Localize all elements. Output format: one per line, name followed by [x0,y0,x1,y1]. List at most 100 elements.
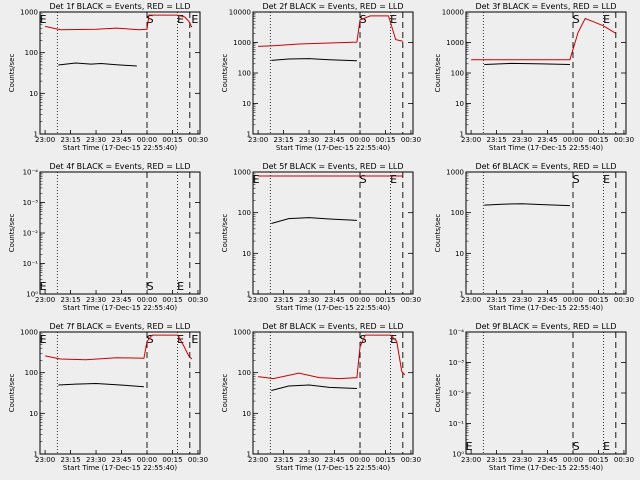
x-tick-label: 00:00 [137,456,157,464]
event-marker: S [573,13,580,26]
panel-2: Det 2f BLACK = Events, RED = LLD 1 10 100 10… [221,2,421,152]
events-series-line [484,203,570,207]
x-tick-label: 00:15 [375,456,395,464]
x-tick-label: 23:00 [248,296,268,304]
x-tick-label: 00:00 [563,296,583,304]
x-tick-label: 23:30 [86,296,106,304]
x-tick-label: 23:15 [60,456,80,464]
lld-series-line [258,334,406,380]
y-tick-label: 10⁻⁴ [23,169,39,177]
y-tick-label: 10⁻² [449,390,465,398]
y-tick-label: 10⁻³ [23,199,39,207]
x-tick-label: 23:45 [111,296,131,304]
x-tick-label: 23:15 [60,296,80,304]
x-tick-label: 23:00 [461,296,481,304]
events-series-line [58,382,144,388]
x-tick-label: 00:00 [350,456,370,464]
event-marker: S [147,280,154,293]
y-axis-label: Counts/sec [434,54,442,93]
y-tick-label: 10 [455,250,464,258]
y-tick-label: 10⁻¹ [23,260,39,268]
event-marker: E [40,13,47,26]
y-axis-label: Counts/sec [8,214,16,253]
y-tick-label: 1000 [446,169,464,177]
event-marker: E [603,13,610,26]
y-tick-label: 100 [451,70,464,78]
x-tick-label: 00:00 [563,456,583,464]
plot-frame [465,11,627,135]
events-series-line [484,62,570,65]
panel-1: Det 1f BLACK = Events, RED = LLD 1 10 100 10… [8,2,208,152]
y-tick-label: 10⁻³ [449,359,465,367]
event-marker: S [147,13,154,26]
y-tick-label: 1 [247,291,251,299]
x-tick-label: 23:30 [512,296,532,304]
y-tick-label: 10⁰ [452,451,464,459]
panel-4: Det 4f BLACK = Events, RED = LLD 10⁰ 10⁻¹ 1… [8,162,208,312]
plot-frame [39,331,201,455]
x-tick-label: 23:15 [486,456,506,464]
event-marker: E [390,13,397,26]
y-axis-label: Counts/sec [221,214,229,253]
x-axis-label: Start Time (17-Dec-15 22:55:40) [63,464,177,472]
panel-6: Det 6f BLACK = Events, RED = LLD 1 10 100 10… [434,162,634,312]
y-tick-label: 1 [460,131,464,139]
plot-frame [39,171,201,295]
events-series-line [271,384,357,391]
panel-title: Det 9f BLACK = Events, RED = LLD [475,322,616,331]
x-axis-label: Start Time (17-Dec-15 22:55:40) [489,304,603,312]
x-tick-label: 00:30 [614,136,634,144]
event-marker: E [177,280,184,293]
y-tick-label: 10⁻² [23,230,39,238]
y-tick-label: 100 [238,369,251,377]
x-tick-label: 23:30 [86,136,106,144]
x-tick-label: 23:30 [86,456,106,464]
y-tick-label: 1000 [20,9,38,17]
x-tick-label: 23:00 [35,456,55,464]
events-series-line [271,58,357,62]
panel-9: Det 9f BLACK = Events, RED = LLD 10⁰ 10⁻¹ 1… [434,322,634,472]
y-axis-label: Counts/sec [221,54,229,93]
x-tick-label: 00:15 [375,136,395,144]
x-tick-label: 00:30 [188,456,208,464]
x-tick-label: 23:30 [299,136,319,144]
event-marker: S [147,333,154,346]
x-axis-label: Start Time (17-Dec-15 22:55:40) [276,144,390,152]
x-axis-label: Start Time (17-Dec-15 22:55:40) [276,304,390,312]
y-tick-label: 10 [242,100,251,108]
event-marker: E [40,280,47,293]
x-tick-label: 00:30 [614,296,634,304]
y-tick-label: 1 [34,451,38,459]
x-tick-label: 00:30 [401,456,421,464]
x-tick-label: 23:00 [35,136,55,144]
x-tick-label: 00:30 [188,296,208,304]
y-tick-label: 1 [460,291,464,299]
event-marker: S [573,173,580,186]
panel-title: Det 6f BLACK = Events, RED = LLD [475,162,616,171]
panel-title: Det 1f BLACK = Events, RED = LLD [49,2,190,11]
x-tick-label: 23:15 [60,136,80,144]
panel-3: Det 3f BLACK = Events, RED = LLD 1 10 100 10… [434,2,634,152]
y-tick-label: 1000 [233,169,251,177]
event-marker: E [466,440,473,453]
y-tick-label: 10 [242,250,251,258]
x-tick-label: 23:45 [537,136,557,144]
panel-title: Det 2f BLACK = Events, RED = LLD [262,2,403,11]
lld-series-line [258,15,403,47]
y-tick-label: 10 [29,410,38,418]
x-tick-label: 00:15 [588,296,608,304]
y-tick-label: 10⁰ [26,291,38,299]
event-marker: S [360,173,367,186]
plot-frame [252,11,414,135]
event-marker: E [40,333,47,346]
x-tick-label: 00:00 [563,136,583,144]
y-tick-label: 1000 [233,329,251,337]
x-tick-label: 23:15 [273,296,293,304]
event-marker: E [191,333,198,346]
x-tick-label: 23:45 [537,296,557,304]
x-tick-label: 00:15 [375,296,395,304]
x-tick-label: 23:00 [461,136,481,144]
event-marker: S [360,13,367,26]
plot-frame [252,171,414,295]
x-tick-label: 00:30 [401,296,421,304]
